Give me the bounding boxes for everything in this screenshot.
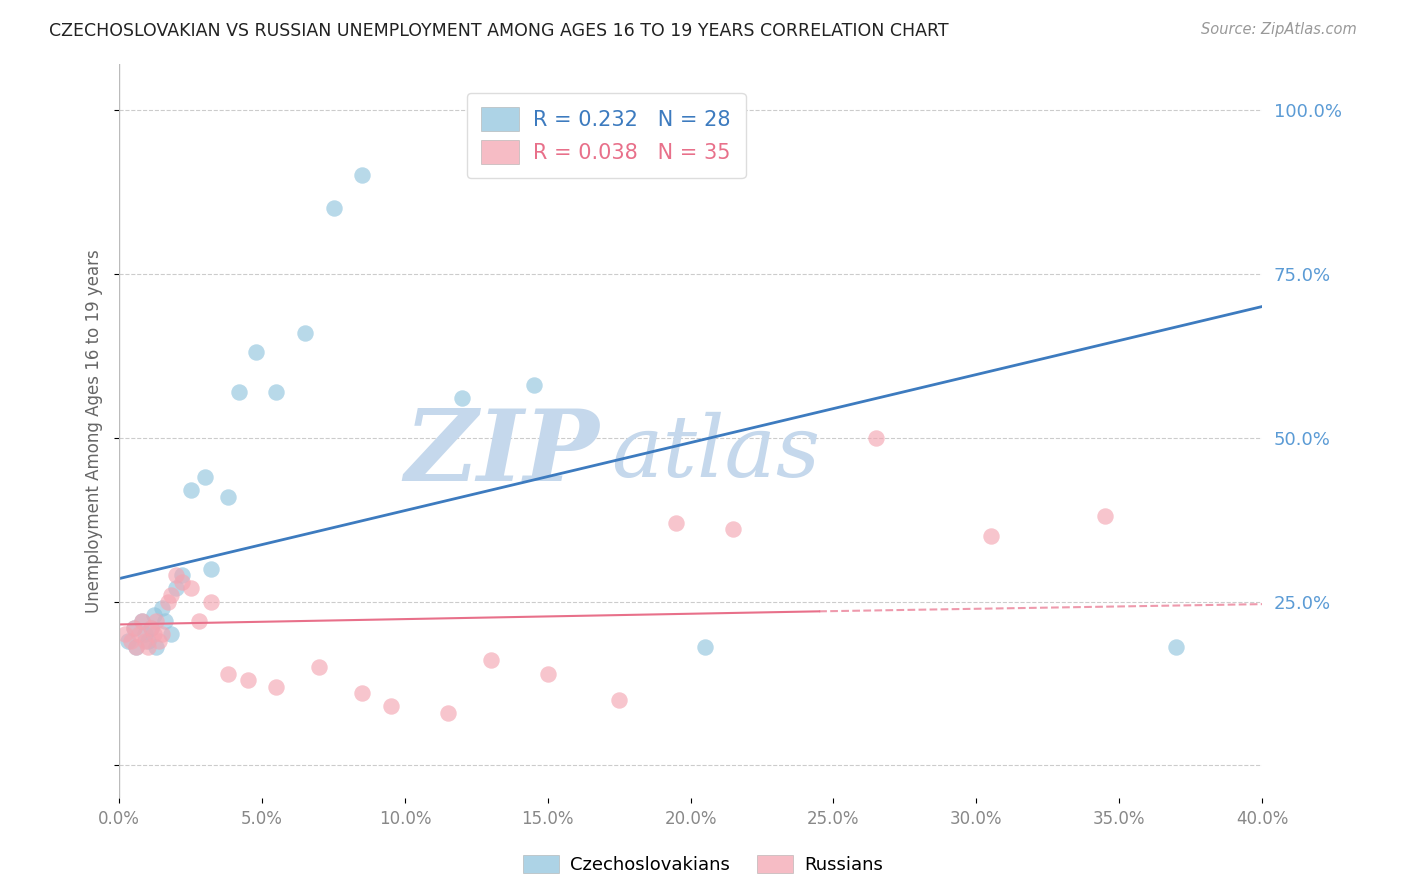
Point <box>136 640 159 655</box>
Point <box>200 594 222 608</box>
Point <box>159 627 181 641</box>
Legend: Czechoslovakians, Russians: Czechoslovakians, Russians <box>515 846 891 883</box>
Point <box>308 660 330 674</box>
Point <box>217 490 239 504</box>
Point <box>142 627 165 641</box>
Point <box>122 621 145 635</box>
Point <box>607 693 630 707</box>
Point <box>1094 509 1116 524</box>
Point <box>479 653 502 667</box>
Point <box>165 582 187 596</box>
Point <box>322 201 344 215</box>
Point <box>131 614 153 628</box>
Point <box>180 483 202 497</box>
Point <box>145 614 167 628</box>
Y-axis label: Unemployment Among Ages 16 to 19 years: Unemployment Among Ages 16 to 19 years <box>86 249 103 613</box>
Point <box>266 680 288 694</box>
Legend: R = 0.232   N = 28, R = 0.038   N = 35: R = 0.232 N = 28, R = 0.038 N = 35 <box>467 93 745 178</box>
Point <box>156 594 179 608</box>
Point <box>665 516 688 530</box>
Point <box>194 470 217 484</box>
Point <box>245 345 267 359</box>
Point <box>125 640 148 655</box>
Text: ZIP: ZIP <box>404 405 599 501</box>
Point <box>200 562 222 576</box>
Point <box>159 588 181 602</box>
Point <box>436 706 458 720</box>
Point <box>153 614 176 628</box>
Point <box>236 673 259 688</box>
Point <box>522 378 544 392</box>
Point <box>128 627 150 641</box>
Text: Source: ZipAtlas.com: Source: ZipAtlas.com <box>1201 22 1357 37</box>
Point <box>134 633 156 648</box>
Point <box>228 384 250 399</box>
Point <box>865 431 887 445</box>
Point <box>114 627 136 641</box>
Point <box>266 384 288 399</box>
Point <box>451 392 474 406</box>
Point <box>1166 640 1188 655</box>
Point <box>980 529 1002 543</box>
Point <box>136 633 159 648</box>
Point <box>148 633 170 648</box>
Point <box>139 621 162 635</box>
Point <box>723 523 745 537</box>
Point <box>693 640 716 655</box>
Point <box>150 601 173 615</box>
Point <box>120 633 142 648</box>
Point <box>188 614 211 628</box>
Point <box>172 568 194 582</box>
Text: atlas: atlas <box>610 412 820 494</box>
Point <box>125 640 148 655</box>
Point <box>172 574 194 589</box>
Point <box>131 614 153 628</box>
Point <box>180 582 202 596</box>
Point <box>150 627 173 641</box>
Point <box>134 627 156 641</box>
Point <box>122 621 145 635</box>
Point <box>352 686 374 700</box>
Text: CZECHOSLOVAKIAN VS RUSSIAN UNEMPLOYMENT AMONG AGES 16 TO 19 YEARS CORRELATION CH: CZECHOSLOVAKIAN VS RUSSIAN UNEMPLOYMENT … <box>49 22 949 40</box>
Point <box>380 699 402 714</box>
Point <box>165 568 187 582</box>
Point <box>294 326 316 340</box>
Point <box>145 640 167 655</box>
Point <box>352 169 374 183</box>
Point <box>217 666 239 681</box>
Point <box>139 621 162 635</box>
Point <box>117 633 139 648</box>
Point <box>142 607 165 622</box>
Point <box>537 666 560 681</box>
